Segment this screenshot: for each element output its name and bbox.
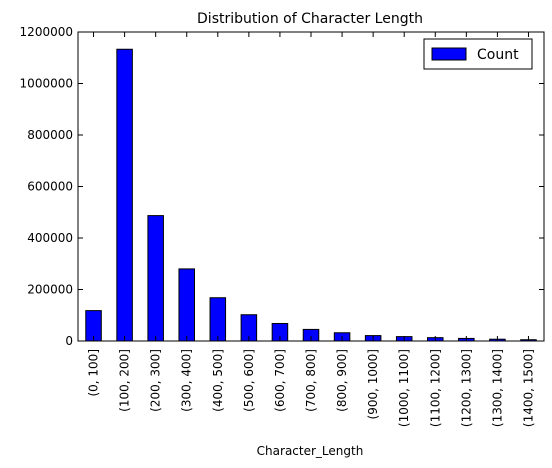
y-tick-label: 400000 bbox=[27, 231, 73, 245]
bar bbox=[178, 268, 195, 342]
y-tick-label: 600000 bbox=[27, 180, 73, 194]
y-tick-label: 800000 bbox=[27, 128, 73, 142]
x-tick-label: (800, 900] bbox=[335, 349, 349, 412]
bar bbox=[147, 215, 164, 342]
x-tick-label: (200, 300] bbox=[149, 349, 163, 412]
x-tick-label: (700, 800] bbox=[304, 349, 318, 412]
legend-swatch bbox=[431, 47, 467, 61]
legend-label: Count bbox=[477, 47, 519, 63]
y-tick-label: 1200000 bbox=[20, 25, 73, 39]
y-tick-label: 0 bbox=[65, 334, 73, 348]
bar bbox=[116, 48, 133, 342]
x-tick-label: (900, 1000] bbox=[366, 349, 380, 419]
x-tick-label: (0, 100] bbox=[87, 349, 101, 397]
x-tick-label: (400, 500] bbox=[211, 349, 225, 412]
x-tick-label: (1400, 1500] bbox=[521, 349, 535, 427]
x-tick-label: (1200, 1300] bbox=[459, 349, 473, 427]
x-tick-label: (1100, 1200] bbox=[428, 349, 442, 427]
x-tick-label: (100, 200] bbox=[118, 349, 132, 412]
legend: Count bbox=[423, 38, 533, 70]
chart-title: Distribution of Character Length bbox=[197, 11, 423, 27]
y-tick-label: 200000 bbox=[27, 283, 73, 297]
x-axis-label: Character_Length bbox=[257, 444, 364, 458]
x-tick-label: (500, 600] bbox=[242, 349, 256, 412]
x-tick-label: (300, 400] bbox=[180, 349, 194, 412]
bar bbox=[209, 297, 227, 342]
plot-area: 0 200000 400000 600000 800000 1000000 1200000 (… bbox=[20, 25, 545, 427]
x-tick-label: (600, 700] bbox=[273, 349, 287, 412]
x-tick-label: (1300, 1400] bbox=[490, 349, 504, 427]
y-tick-label: 1000000 bbox=[20, 77, 73, 91]
x-tick-label: (1000, 1100] bbox=[397, 349, 411, 427]
